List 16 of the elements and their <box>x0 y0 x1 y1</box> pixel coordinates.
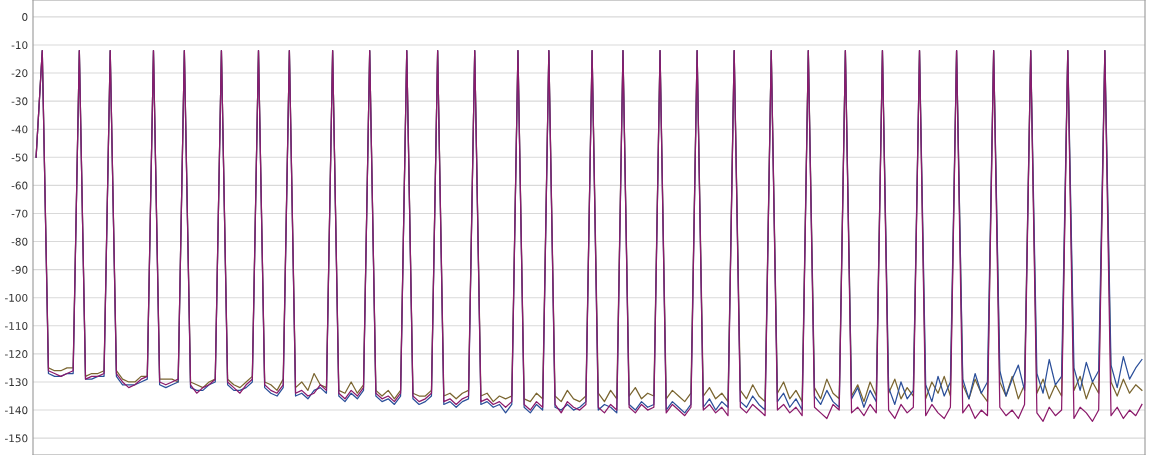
y-tick-label: -90 <box>11 265 28 274</box>
y-tick-label: 0 <box>22 13 28 21</box>
y-tick-label: -70 <box>11 209 28 218</box>
y-tick-label: -20 <box>11 69 28 78</box>
y-tick-label: -110 <box>5 322 28 330</box>
y-tick-label: -60 <box>11 181 28 190</box>
y-tick-label: -120 <box>5 350 28 358</box>
y-tick-label: -100 <box>5 293 28 302</box>
y-tick-label: -40 <box>11 125 28 134</box>
y-tick-label: -130 <box>5 378 28 387</box>
y-tick-label: -140 <box>5 406 28 415</box>
y-tick-label: -150 <box>5 434 28 443</box>
y-tick-label: -10 <box>11 41 28 50</box>
y-tick-label: -50 <box>11 153 28 162</box>
y-tick-label: -80 <box>11 237 28 246</box>
y-tick-label: -30 <box>11 97 28 106</box>
